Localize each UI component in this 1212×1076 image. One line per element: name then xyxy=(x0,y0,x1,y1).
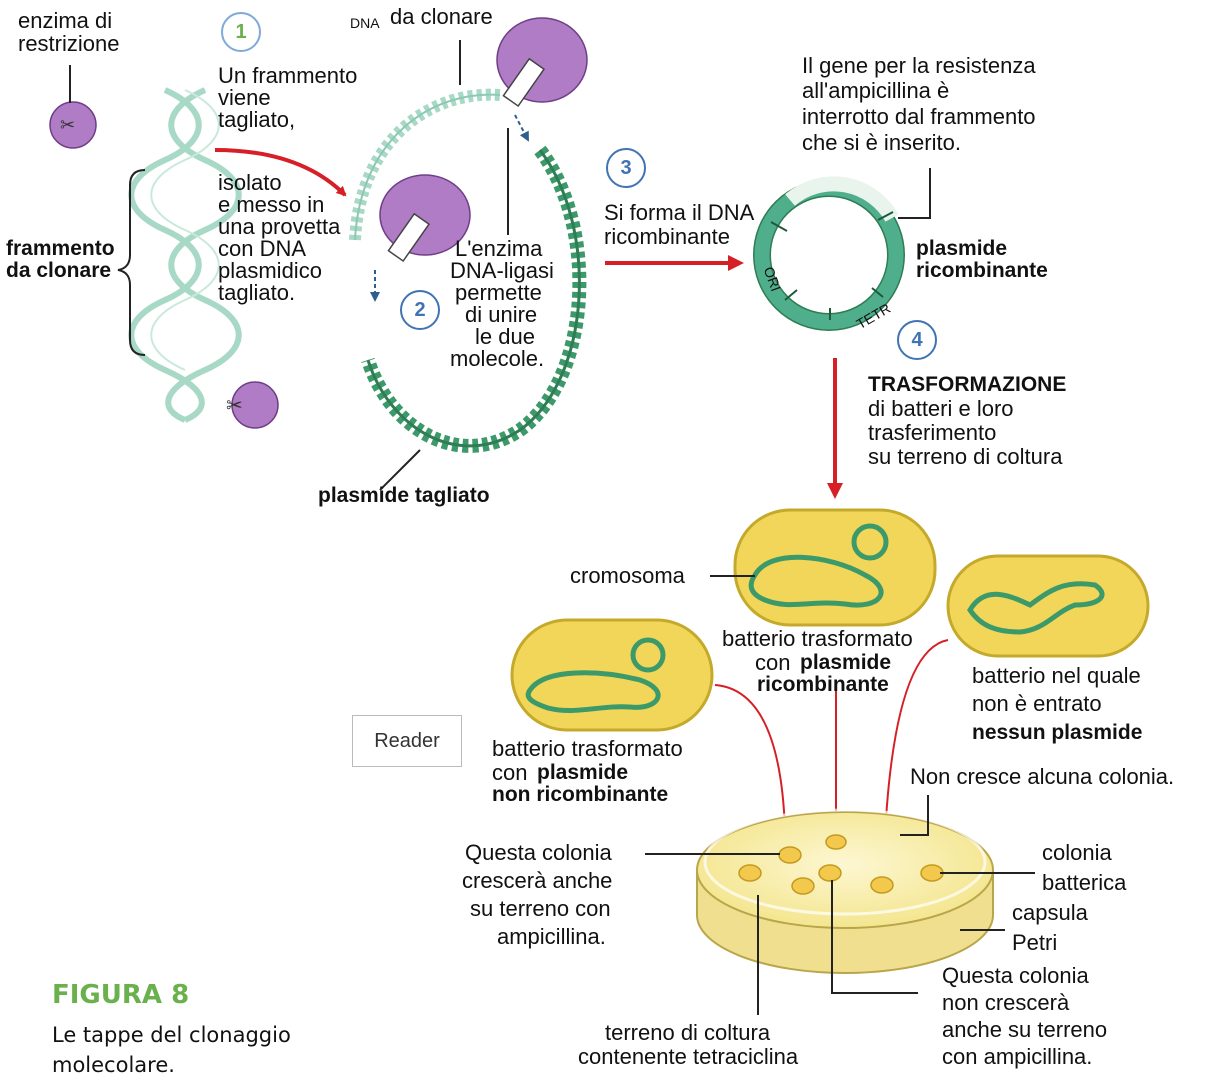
bacterium-recombinant xyxy=(733,508,937,627)
step1-line-2: viene xyxy=(218,85,271,110)
gene-line-1: Il gene per la resistenza xyxy=(802,53,1036,78)
step1-line-1: Un frammento xyxy=(218,63,358,88)
bact-none-line-1: batterio nel quale xyxy=(972,663,1141,688)
reader-button[interactable]: Reader xyxy=(352,715,462,767)
step1b-line-4: con DNA xyxy=(218,236,307,261)
colony-label-1: colonia xyxy=(1042,840,1112,865)
figure-title: FIGURA 8 xyxy=(52,980,190,1010)
colony-not-grow-line-3: anche su terreno xyxy=(942,1017,1108,1042)
gene-line-3: interrotto dal frammento xyxy=(802,104,1036,129)
restriction-enzyme-bottom: ✂ xyxy=(226,381,279,429)
dna-helix-left xyxy=(128,87,242,423)
transformation-title: TRASFORMAZIONE xyxy=(868,373,1067,396)
recomb-plasmid-label-2: ricombinante xyxy=(916,259,1048,282)
colony-not-grow-line-4: con ampicillina. xyxy=(942,1044,1093,1069)
no-colony-label: Non cresce alcuna colonia. xyxy=(910,764,1175,789)
gene-line-4: che si è inserito. xyxy=(802,130,961,155)
step1b-line-3: una provetta xyxy=(218,214,341,239)
transformation-line-3: su terreno di coltura xyxy=(868,444,1063,469)
ligase-line-4: di unire xyxy=(465,302,538,327)
bact-none-line-3: nessun plasmide xyxy=(972,721,1143,744)
bact-nonrecomb-line-1: batterio trasformato xyxy=(492,736,683,761)
step-3-badge: 3 xyxy=(606,148,646,188)
petri-dish xyxy=(696,808,994,974)
step1-line-3: tagliato, xyxy=(218,107,296,132)
bact-recomb-line-2-prefix: con xyxy=(755,650,791,675)
bact-recomb-line-2-bold: plasmide xyxy=(800,651,892,674)
enzyme-label-2: restrizione xyxy=(18,31,120,56)
bact-nonrecomb-line-2-bold: plasmide xyxy=(537,761,629,784)
step3-line-1: Si forma il DNA xyxy=(604,200,755,225)
chromosome-label: cromosoma xyxy=(570,563,685,588)
svg-text:✂: ✂ xyxy=(60,115,75,136)
bact-nonrecomb-line-3: non ricombinante xyxy=(492,783,669,806)
ligase-line-5: le due xyxy=(475,324,535,349)
step1b-line-5: plasmidico xyxy=(218,258,322,283)
dna-to-clone-label: da clonare xyxy=(390,4,493,29)
svg-text:✂: ✂ xyxy=(226,393,243,417)
step1b-line-2: e messo in xyxy=(218,192,325,217)
colony-grows-line-2: crescerà anche xyxy=(462,868,613,893)
step1b-line-6: tagliato. xyxy=(218,280,296,305)
colony-not-grow-line-1: Questa colonia xyxy=(942,963,1089,988)
bact-recomb-line-1: batterio trasformato xyxy=(722,626,913,651)
colony-grows-line-1: Questa colonia xyxy=(465,840,612,865)
bact-recomb-line-3: ricombinante xyxy=(757,673,889,696)
enzyme-label-1: enzima di xyxy=(18,8,113,33)
figure-caption: Le tappe del clonaggio molecolare. xyxy=(52,1023,291,1076)
ligase-line-2: DNA-ligasi xyxy=(450,258,554,283)
fragment-brace xyxy=(117,169,146,356)
dna-prefix: DNA xyxy=(350,15,380,31)
step-2-badge: 2 xyxy=(400,290,440,330)
transformation-line-2: trasferimento xyxy=(868,420,997,445)
step3-line-2: ricombinante xyxy=(604,224,730,249)
bact-none-line-2: non è entrato xyxy=(972,691,1102,716)
recomb-plasmid-label-1: plasmide xyxy=(916,237,1008,260)
ligase-enzyme-mid xyxy=(379,174,471,263)
ligase-line-1: L'enzima xyxy=(455,236,543,261)
petri-label-2: Petri xyxy=(1012,930,1058,955)
medium-line-2: contenente tetraciclina xyxy=(578,1044,799,1069)
step-1-badge: 1 xyxy=(221,12,261,52)
medium-line-1: terreno di coltura xyxy=(605,1020,771,1045)
ligase-enzyme-top xyxy=(496,17,588,108)
bacterium-non-recombinant xyxy=(510,618,714,732)
bacterium-no-plasmid xyxy=(946,554,1150,658)
transformation-line-1: di batteri e loro xyxy=(868,396,1014,421)
restriction-enzyme-top: ✂ xyxy=(49,65,97,149)
arrow-to-plasmid xyxy=(214,148,347,197)
colony-label-2: batterica xyxy=(1042,870,1127,895)
colony-not-grow-line-2: non crescerà xyxy=(942,990,1070,1015)
recombinant-plasmid xyxy=(753,176,905,331)
bacterial-colonies xyxy=(738,834,944,895)
ligase-line-6: molecole. xyxy=(450,346,545,371)
fragment-label-1: frammento xyxy=(6,237,115,260)
fragment-label-2: da clonare xyxy=(6,259,112,282)
cut-plasmid xyxy=(349,88,587,453)
colony-grows-line-4: ampicillina. xyxy=(497,924,606,949)
gene-line-2: all'ampicillina è xyxy=(802,78,950,103)
step-4-badge: 4 xyxy=(897,320,937,360)
cut-plasmid-label: plasmide tagliato xyxy=(318,484,490,507)
ligase-line-3: permette xyxy=(455,280,542,305)
petri-label-1: capsula xyxy=(1012,900,1088,925)
bact-nonrecomb-line-2-prefix: con xyxy=(492,760,528,785)
step1b-line-1: isolato xyxy=(218,170,282,195)
colony-grows-line-3: su terreno con xyxy=(470,896,611,921)
